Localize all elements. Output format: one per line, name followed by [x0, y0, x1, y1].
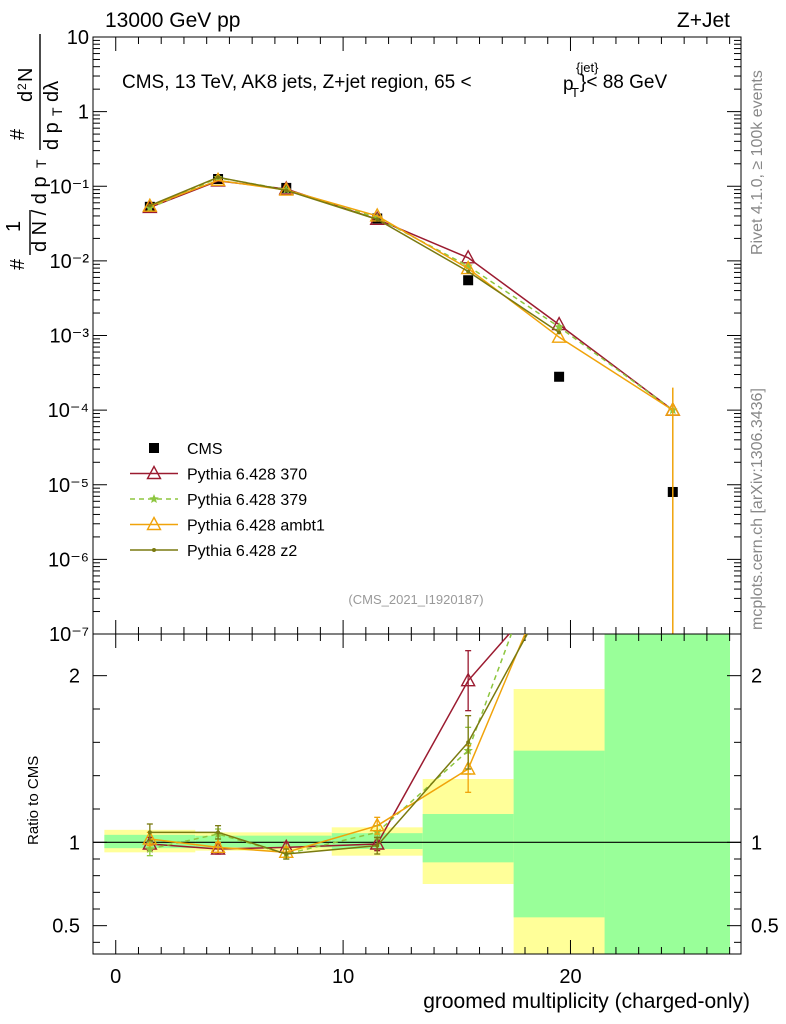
ratio-band-inner: [604, 634, 730, 954]
ratio-point-z2: [284, 852, 289, 856]
main-y-tick-label: 10⁻²: [50, 251, 90, 273]
x-axis-label: groomed multiplicity (charged-only): [423, 990, 750, 1013]
svg-text:#: #: [7, 128, 29, 140]
main-title-p: p: [563, 74, 574, 95]
svg-text:d p: d p: [41, 122, 63, 150]
ratio-y-tick-label: 1: [69, 832, 80, 854]
series-line-p379: [149, 176, 674, 411]
legend-marker-p379: [149, 494, 159, 503]
ratio-band-inner: [195, 835, 332, 848]
svg-text:T: T: [49, 107, 65, 116]
ratio-point-p379: [145, 844, 155, 853]
x-tick-label: 20: [559, 966, 581, 988]
ratio-point-ambt1: [369, 817, 385, 832]
point-z2: [557, 330, 562, 335]
svg-text:dλ: dλ: [41, 81, 63, 102]
legend-marker-p370: [146, 465, 162, 480]
main-title-prefix: CMS, 13 TeV, AK8 jets, Z+jet region, 65 …: [122, 72, 472, 93]
svg-text:N: N: [15, 68, 37, 82]
series-line-z2: [149, 176, 560, 334]
ratio-point-ambt1: [460, 760, 476, 775]
series-line-ambt1: [149, 179, 674, 411]
main-y-tick-label: 10⁻⁴: [48, 400, 89, 422]
main-title: CMS, 13 TeV, AK8 jets, Z+jet region, 65 …: [122, 60, 667, 100]
svg-text:T: T: [33, 159, 49, 168]
svg-text:d N / d p: d N / d p: [29, 176, 51, 252]
ratio-y-tick-label-right: 2: [751, 666, 762, 688]
point-ambt1: [142, 197, 158, 212]
ratio-line-p370: [149, 633, 510, 850]
svg-text:2: 2: [15, 83, 29, 90]
main-y-axis-label: # 1 d N / d p T # d 2 N d p T dλ: [3, 34, 65, 270]
main-y-tick-label: 10⁻¹: [50, 176, 90, 198]
main-y-tick-label: 1: [78, 102, 89, 124]
ratio-panel-frame: [92, 633, 742, 955]
ratio-line-z2: [149, 633, 528, 855]
ratio-point-z2: [216, 830, 221, 835]
point-z2: [216, 175, 221, 180]
ratio-band-inner: [513, 750, 605, 918]
ratio-y-tick-label-right: 0.5: [751, 916, 779, 938]
point-p379: [554, 322, 564, 331]
ratio-point-z2: [375, 843, 380, 848]
svg-text:1: 1: [3, 221, 25, 232]
legend-label-p370: Pythia 6.428 370: [187, 467, 307, 484]
ratio-y-axis-label: Ratio to CMS: [25, 756, 42, 845]
main-title-sub: T: [571, 85, 579, 100]
x-tick-label: 0: [110, 966, 121, 988]
svg-text:#: #: [7, 258, 29, 270]
legend-label-ambt1: Pythia 6.428 ambt1: [187, 518, 325, 535]
rivet-label: Rivet 4.1.0, ≥ 100k events: [749, 70, 766, 255]
main-y-tick-label: 10⁻⁷: [49, 624, 89, 646]
main-title-sup: {jet}: [576, 60, 599, 75]
ratio-point-z2: [147, 830, 152, 835]
cms-data-point: [554, 371, 565, 382]
legend: CMS Pythia 6.428 370 Pythia 6.428 379 Pythi…: [130, 441, 325, 560]
point-z2: [147, 203, 152, 208]
svg-text:d: d: [15, 91, 37, 102]
legend-label-cms: CMS: [187, 441, 223, 458]
cms-data-point: [463, 275, 474, 286]
main-y-tick-label: 10: [67, 27, 89, 49]
series-line-p370: [149, 180, 674, 411]
main-y-tick-label: 10⁻⁵: [48, 475, 89, 497]
ratio-y-tick-label: 0.5: [52, 916, 80, 938]
ratio-point-z2: [466, 740, 471, 745]
legend-marker-z2: [152, 548, 156, 552]
ratio-point-ambt1: [210, 838, 226, 854]
header-left: 13000 GeV pp: [105, 9, 240, 32]
point-z2: [284, 188, 289, 193]
ratio-y-tick-label-right: 1: [751, 832, 762, 854]
ratio-line-p379: [149, 633, 513, 855]
ratio-line-ambt1: [149, 633, 526, 854]
analysis-id: (CMS_2021_I1920187): [348, 592, 483, 607]
main-title-suffix: }< 88 GeV: [580, 72, 667, 93]
mcplots-label: mcplots.cern.ch [arXiv:1306.3436]: [749, 388, 766, 630]
point-p379: [463, 261, 473, 271]
point-z2: [466, 269, 471, 274]
main-y-tick-label: 10⁻⁶: [48, 549, 89, 571]
legend-label-z2: Pythia 6.428 z2: [187, 543, 297, 560]
ratio-point-p370: [460, 672, 476, 687]
ratio-y-tick-label: 2: [69, 666, 80, 688]
header-right: Z+Jet: [677, 9, 730, 32]
ratio-point-ambt1: [142, 830, 158, 845]
x-tick-label: 10: [332, 966, 354, 988]
ratio-band-inner: [422, 814, 514, 863]
point-ambt1: [551, 328, 567, 343]
point-p379: [372, 212, 382, 222]
legend-marker-cms: [149, 443, 159, 453]
legend-label-p379: Pythia 6.428 379: [187, 492, 307, 509]
legend-marker-ambt1: [146, 516, 162, 531]
main-y-tick-label: 10⁻³: [50, 326, 90, 348]
point-z2: [375, 217, 380, 222]
